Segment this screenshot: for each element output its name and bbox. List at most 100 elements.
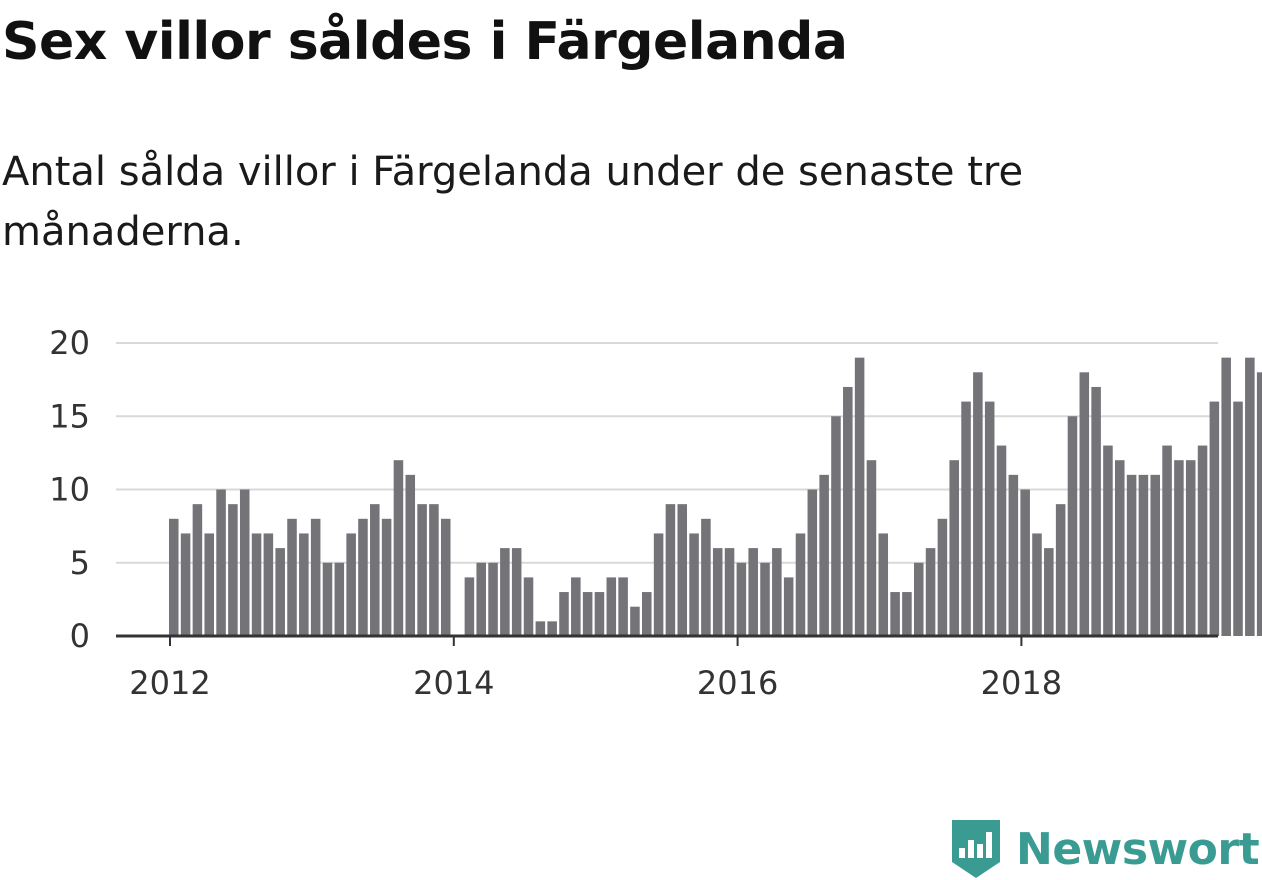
chart-title: Sex villor såldes i Färgelanda: [2, 12, 848, 72]
bar: [310, 518, 321, 636]
y-tick-label: 5: [70, 544, 90, 582]
bar: [216, 489, 226, 636]
bar: [500, 548, 510, 636]
bar: [287, 518, 297, 636]
bar: [169, 518, 179, 636]
bar: [831, 416, 841, 636]
bar: [322, 562, 333, 636]
bar: [795, 533, 806, 636]
bar: [1079, 372, 1090, 636]
y-axis-ticks: 0 5 10 15 20: [49, 324, 90, 655]
bar: [760, 562, 770, 636]
bar: [1221, 357, 1231, 636]
y-tick-label: 10: [49, 471, 90, 509]
bar: [192, 504, 203, 636]
bar: [393, 460, 404, 636]
bar: [819, 474, 829, 636]
bar: [1138, 474, 1149, 636]
bar: [1174, 460, 1184, 636]
bar: [405, 474, 416, 636]
bar: [417, 504, 427, 636]
newsworthy-logo-icon: [952, 820, 1000, 878]
bar: [358, 518, 368, 636]
bar: [878, 533, 889, 636]
bar: [772, 548, 782, 636]
x-axis-ticks: 20122014201620182020202220242026: [129, 636, 1062, 702]
bar: [630, 606, 640, 636]
bar: [1032, 533, 1042, 636]
bar: [1008, 474, 1019, 636]
y-tick-label: 20: [49, 324, 90, 362]
bar: [1103, 445, 1113, 636]
bar: [476, 562, 486, 636]
x-tick-label: 2016: [697, 664, 778, 702]
bar: [724, 548, 735, 636]
y-tick-label: 15: [49, 397, 90, 435]
bar: [973, 372, 983, 636]
newsworthy-logo: Newsworthy: [950, 818, 1262, 880]
bar: [204, 533, 214, 636]
bar: [440, 518, 451, 636]
bar: [275, 548, 285, 636]
bar: [606, 577, 617, 636]
bar: [1245, 357, 1255, 636]
bar: [783, 577, 794, 636]
bar: [535, 621, 546, 636]
bar: [618, 577, 628, 636]
bar: [712, 548, 723, 636]
bar: [1162, 445, 1172, 636]
bar: [334, 562, 345, 636]
x-tick-label: 2012: [129, 664, 210, 702]
bar: [511, 548, 522, 636]
bar: [1115, 460, 1125, 636]
bar: [665, 504, 676, 636]
bar: [1067, 416, 1078, 636]
bar: [370, 504, 380, 636]
bar: [239, 489, 250, 636]
bar: [1256, 372, 1262, 636]
bar: [263, 533, 274, 636]
bars: [169, 357, 1262, 636]
bar: [523, 577, 534, 636]
bar: [571, 577, 581, 636]
bar: [677, 504, 688, 636]
bar: [642, 592, 652, 636]
bar: [1126, 474, 1137, 636]
bar: [1020, 489, 1030, 636]
bar: [228, 504, 238, 636]
bar: [594, 592, 605, 636]
bar: [748, 548, 758, 636]
bar: [1055, 504, 1066, 636]
chart-subtitle: Antal sålda villor i Färgelanda under de…: [2, 149, 1024, 255]
bar: [689, 533, 699, 636]
bar: [251, 533, 262, 636]
bar: [701, 518, 711, 636]
bar: [559, 592, 569, 636]
bar: [1197, 445, 1208, 636]
bar: [346, 533, 356, 636]
bar: [961, 401, 971, 636]
bar: [937, 518, 948, 636]
bar: [736, 562, 747, 636]
bar: [547, 621, 557, 636]
bar: [653, 533, 664, 636]
x-tick-label: 2014: [413, 664, 494, 702]
bar: [180, 533, 191, 636]
bar: [913, 562, 924, 636]
bar: [843, 386, 853, 636]
brand-name: Newsworthy: [1016, 823, 1262, 875]
bar: [582, 592, 593, 636]
bar: [949, 460, 959, 636]
bar: [866, 460, 877, 636]
bar: [807, 489, 818, 636]
bar: [1185, 460, 1196, 636]
bar: [1233, 401, 1243, 636]
bar: [1091, 386, 1101, 636]
bar: [890, 592, 900, 636]
bar: [1209, 401, 1220, 636]
x-tick-label: 2018: [981, 664, 1062, 702]
bar: [902, 592, 912, 636]
bar: [996, 445, 1007, 636]
bar: [429, 504, 439, 636]
